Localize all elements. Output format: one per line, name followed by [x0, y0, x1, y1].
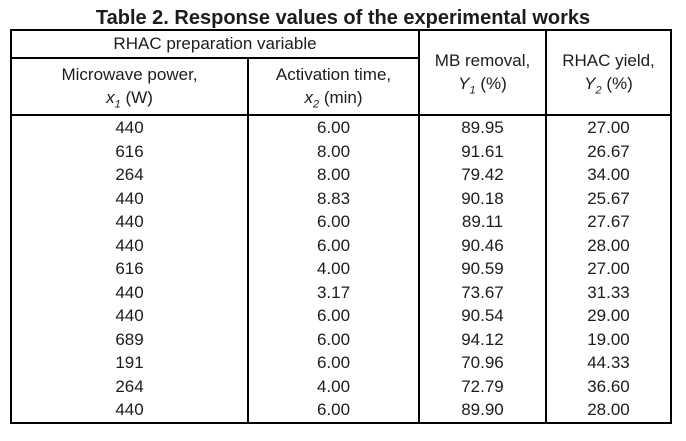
- table-cell: 6.00: [247, 115, 420, 140]
- table-row: 440 3.17 73.67 31.33: [10, 280, 672, 304]
- table-cell: 6.00: [247, 304, 420, 328]
- table-cell: 440: [10, 210, 249, 234]
- col-header-rhac-yield-subscript: 2: [595, 83, 602, 96]
- col-header-rhac-yield: RHAC yield, Y2 (%): [545, 29, 672, 116]
- table-row: 440 6.00 90.46 28.00: [10, 233, 672, 257]
- table-cell: 8.00: [247, 163, 420, 187]
- sub-header-row: Microwave power, x1 (W) Activation time,…: [10, 57, 671, 116]
- table-cell: 440: [10, 304, 249, 328]
- table-row: 440 8.83 90.18 25.67: [10, 186, 672, 210]
- col-header-rhac-yield-label: RHAC yield,: [562, 51, 655, 71]
- table-header: RHAC preparation variable MB removal, Y1…: [10, 29, 672, 116]
- table-cell: 27.00: [545, 115, 672, 140]
- col-header-microwave-power-label: Microwave power,: [61, 65, 198, 85]
- col-header-mb-removal-unit: (%): [480, 73, 507, 93]
- col-header-microwave-power-unit: (W): [125, 87, 153, 107]
- table-cell: 8.00: [247, 139, 420, 163]
- table-row: 616 4.00 90.59 27.00: [10, 257, 672, 281]
- table-cell: 6.00: [247, 327, 420, 351]
- col-header-microwave-power-symbol: x: [106, 87, 115, 107]
- table-row: 440 6.00 89.11 27.67: [10, 210, 672, 234]
- table-cell: 6.00: [247, 398, 420, 423]
- table-cell: 3.17: [247, 280, 420, 304]
- table-cell: 6.00: [247, 210, 420, 234]
- table-cell: 27.67: [545, 210, 672, 234]
- table-title: Table 2. Response values of the experime…: [95, 7, 591, 29]
- table-cell: 36.60: [545, 374, 672, 398]
- table-cell: 89.11: [418, 210, 547, 234]
- table-cell: 26.67: [545, 139, 672, 163]
- table-cell: 44.33: [545, 351, 672, 375]
- table-cell: 94.12: [418, 327, 547, 351]
- table-cell: 440: [10, 398, 249, 423]
- table-cell: 689: [10, 327, 249, 351]
- table-row: 689 6.00 94.12 19.00: [10, 327, 672, 351]
- table-cell: 79.42: [418, 163, 547, 187]
- table-cell: 616: [10, 139, 249, 163]
- group-header-rhac-preparation-variable: RHAC preparation variable: [10, 29, 420, 59]
- table-cell: 91.61: [418, 139, 547, 163]
- table-cell: 264: [10, 374, 249, 398]
- table-body: 440 6.00 89.95 27.00 616 8.00 91.61 26.67 264 8.0…: [10, 115, 672, 423]
- table-row: 264 8.00 79.42 34.00: [10, 163, 672, 187]
- table-cell: 28.00: [545, 233, 672, 257]
- table-cell: 6.00: [247, 351, 420, 375]
- col-header-microwave-power: Microwave power, x1 (W): [10, 57, 249, 116]
- table-row: 616 8.00 91.61 26.67: [10, 139, 672, 163]
- col-header-activation-time-label: Activation time,: [275, 65, 392, 85]
- table-cell: 8.83: [247, 186, 420, 210]
- group-header-row: RHAC preparation variable MB removal, Y1…: [10, 29, 672, 116]
- table-cell: 440: [10, 186, 249, 210]
- table-row: 440 6.00 89.90 28.00: [10, 398, 672, 423]
- col-header-microwave-power-subscript: 1: [114, 97, 121, 110]
- table-cell: 27.00: [545, 257, 672, 281]
- table-cell: 4.00: [247, 374, 420, 398]
- table-cell: 89.95: [418, 115, 547, 140]
- table-cell: 6.00: [247, 233, 420, 257]
- col-header-rhac-yield-unit: (%): [606, 73, 633, 93]
- col-header-activation-time-symbol: x: [304, 87, 313, 107]
- table-cell: 72.79: [418, 374, 547, 398]
- col-header-mb-removal-subscript: 1: [469, 83, 476, 96]
- table-cell: 28.00: [545, 398, 672, 423]
- table-row: 440 6.00 89.95 27.00: [10, 115, 672, 140]
- table-cell: 264: [10, 163, 249, 187]
- table-cell: 90.54: [418, 304, 547, 328]
- col-header-mb-removal-symbol: Y: [458, 73, 470, 93]
- table-cell: 440: [10, 233, 249, 257]
- table-cell: 73.67: [418, 280, 547, 304]
- table-cell: 70.96: [418, 351, 547, 375]
- col-header-rhac-yield-symbol: Y: [584, 73, 596, 93]
- table-cell: 25.67: [545, 186, 672, 210]
- table-cell: 616: [10, 257, 249, 281]
- table-cell: 90.18: [418, 186, 547, 210]
- table-cell: 4.00: [247, 257, 420, 281]
- table-cell: 34.00: [545, 163, 672, 187]
- table-cell: 440: [10, 280, 249, 304]
- table-row: 264 4.00 72.79 36.60: [10, 374, 672, 398]
- table-cell: 90.59: [418, 257, 547, 281]
- table-row: 191 6.00 70.96 44.33: [10, 351, 672, 375]
- col-header-mb-removal-label: MB removal,: [434, 51, 531, 71]
- table-cell: 19.00: [545, 327, 672, 351]
- col-header-activation-time-unit: (min): [323, 87, 363, 107]
- col-header-mb-removal: MB removal, Y1 (%): [418, 29, 547, 116]
- data-table: RHAC preparation variable MB removal, Y1…: [10, 29, 672, 424]
- col-header-activation-time-subscript: 2: [312, 97, 320, 110]
- table-cell: 440: [10, 115, 249, 140]
- table-cell: 29.00: [545, 304, 672, 328]
- table-cell: 191: [10, 351, 249, 375]
- table-cell: 31.33: [545, 280, 672, 304]
- col-header-activation-time: Activation time, x2 (min): [247, 57, 420, 116]
- table-cell: 90.46: [418, 233, 547, 257]
- table-cell: 89.90: [418, 398, 547, 423]
- table-row: 440 6.00 90.54 29.00: [10, 304, 672, 328]
